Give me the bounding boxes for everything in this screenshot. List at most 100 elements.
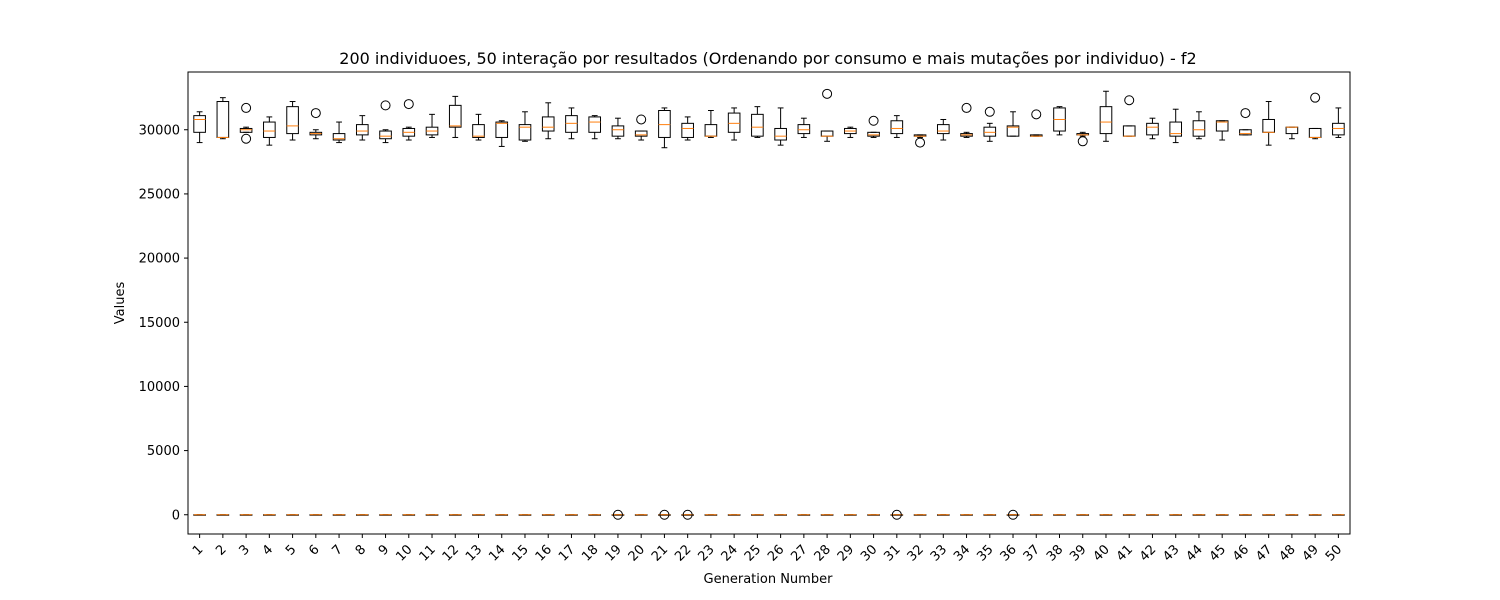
y-tick-label: 5000 [147, 444, 180, 459]
box-flier [1031, 109, 1042, 120]
box-body [332, 133, 346, 141]
x-tick-label: 37 [1021, 542, 1043, 564]
box-body [1122, 125, 1136, 137]
box-flier [310, 108, 321, 119]
box-flier [1008, 509, 1019, 520]
box-body [867, 131, 880, 137]
box-body [751, 113, 764, 137]
box-flier [659, 509, 670, 520]
x-tick-label: 7 [329, 542, 345, 558]
box-body [936, 124, 950, 135]
box-flier [241, 102, 252, 113]
box-body [634, 130, 648, 137]
upper-box-series [193, 88, 1345, 149]
y-tick-label: 30000 [139, 123, 180, 138]
x-tick-label: 24 [719, 542, 741, 564]
x-tick-label: 34 [951, 542, 973, 564]
x-tick-label: 6 [306, 542, 322, 558]
x-tick-label: 26 [765, 542, 787, 564]
x-tick-label: 17 [556, 542, 578, 564]
box-body [1169, 121, 1183, 137]
box-body [774, 127, 787, 141]
box-flier [612, 509, 623, 520]
x-tick-label: 11 [417, 542, 439, 564]
x-tick-label: 38 [1044, 542, 1066, 564]
x-tick-label: 35 [974, 542, 996, 564]
x-tick-label: 41 [1114, 542, 1136, 564]
box-flier [891, 509, 902, 520]
box-body [658, 110, 671, 138]
y-axis: 0 5000 10000 15000 20000 25000 30000 [139, 123, 188, 523]
box-body [541, 116, 555, 132]
x-tick-label: 49 [1300, 542, 1322, 564]
box-body [495, 121, 509, 138]
box-flier [1240, 108, 1251, 119]
box-body [1006, 125, 1020, 137]
x-tick-label: 45 [1207, 542, 1229, 564]
x-tick-label: 25 [742, 542, 764, 564]
box-body [193, 115, 206, 133]
x-tick-label: 39 [1067, 542, 1089, 564]
x-tick-label: 8 [353, 542, 369, 558]
x-tick-label: 2 [213, 542, 229, 558]
box-body [704, 124, 718, 137]
box-flier [822, 88, 833, 99]
x-tick-label: 42 [1137, 542, 1159, 564]
box-flier [636, 114, 647, 125]
box-body [1192, 120, 1206, 137]
box-body [1239, 129, 1252, 136]
x-tick-label: 29 [835, 542, 857, 564]
box-body [448, 104, 462, 128]
x-tick-label: 15 [510, 542, 532, 564]
box-flier [984, 106, 995, 117]
x-tick-label: 31 [881, 542, 903, 564]
x-tick-label: 46 [1230, 542, 1252, 564]
x-tick-label: 16 [533, 542, 555, 564]
box-body [681, 122, 694, 138]
box-body [1099, 106, 1113, 135]
box-flier [915, 137, 926, 148]
box-flier [1077, 136, 1088, 147]
x-tick-label: 44 [1183, 542, 1205, 564]
box-body [588, 116, 602, 133]
x-tick-label: 47 [1253, 542, 1275, 564]
box-body [239, 127, 253, 133]
box-body [1262, 118, 1275, 133]
box-body [1285, 126, 1299, 135]
x-tick-label: 10 [393, 542, 415, 564]
x-tick-label: 1 [190, 542, 206, 558]
box-body [797, 124, 811, 135]
box-body [1332, 122, 1345, 136]
box-body [472, 124, 485, 138]
x-tick-label: 28 [812, 542, 834, 564]
box-body [263, 121, 276, 138]
box-flier [403, 99, 414, 110]
x-axis: 1 2 3 4 5 6 7 8 9 10 11 12 13 14 15 16 17 18 19 20 21 22 23 24 2… [190, 534, 1345, 565]
x-tick-label: 27 [788, 542, 810, 564]
x-tick-label: 4 [260, 542, 276, 558]
box-flier [961, 102, 972, 113]
x-tick-label: 20 [626, 542, 648, 564]
plot-area-frame [187, 71, 1351, 535]
x-tick-label: 22 [672, 542, 694, 564]
x-axis-label: Generation Number [704, 572, 834, 587]
box-flier [380, 100, 391, 111]
box-flier [868, 115, 879, 126]
x-tick-label: 12 [440, 542, 462, 564]
x-tick-label: 13 [463, 542, 485, 564]
box-body [565, 115, 578, 133]
box-body [518, 124, 532, 141]
x-tick-label: 3 [236, 542, 252, 558]
box-body [1215, 120, 1229, 132]
box-body [890, 120, 904, 135]
box-body [820, 130, 834, 137]
box-body [379, 130, 392, 140]
x-tick-label: 9 [376, 542, 392, 558]
x-tick-label: 50 [1323, 542, 1345, 564]
y-tick-label: 10000 [139, 380, 180, 395]
lower-box-series [193, 509, 1345, 520]
y-tick-label: 25000 [139, 187, 180, 202]
x-tick-label: 5 [283, 542, 299, 558]
box-body [727, 112, 741, 133]
